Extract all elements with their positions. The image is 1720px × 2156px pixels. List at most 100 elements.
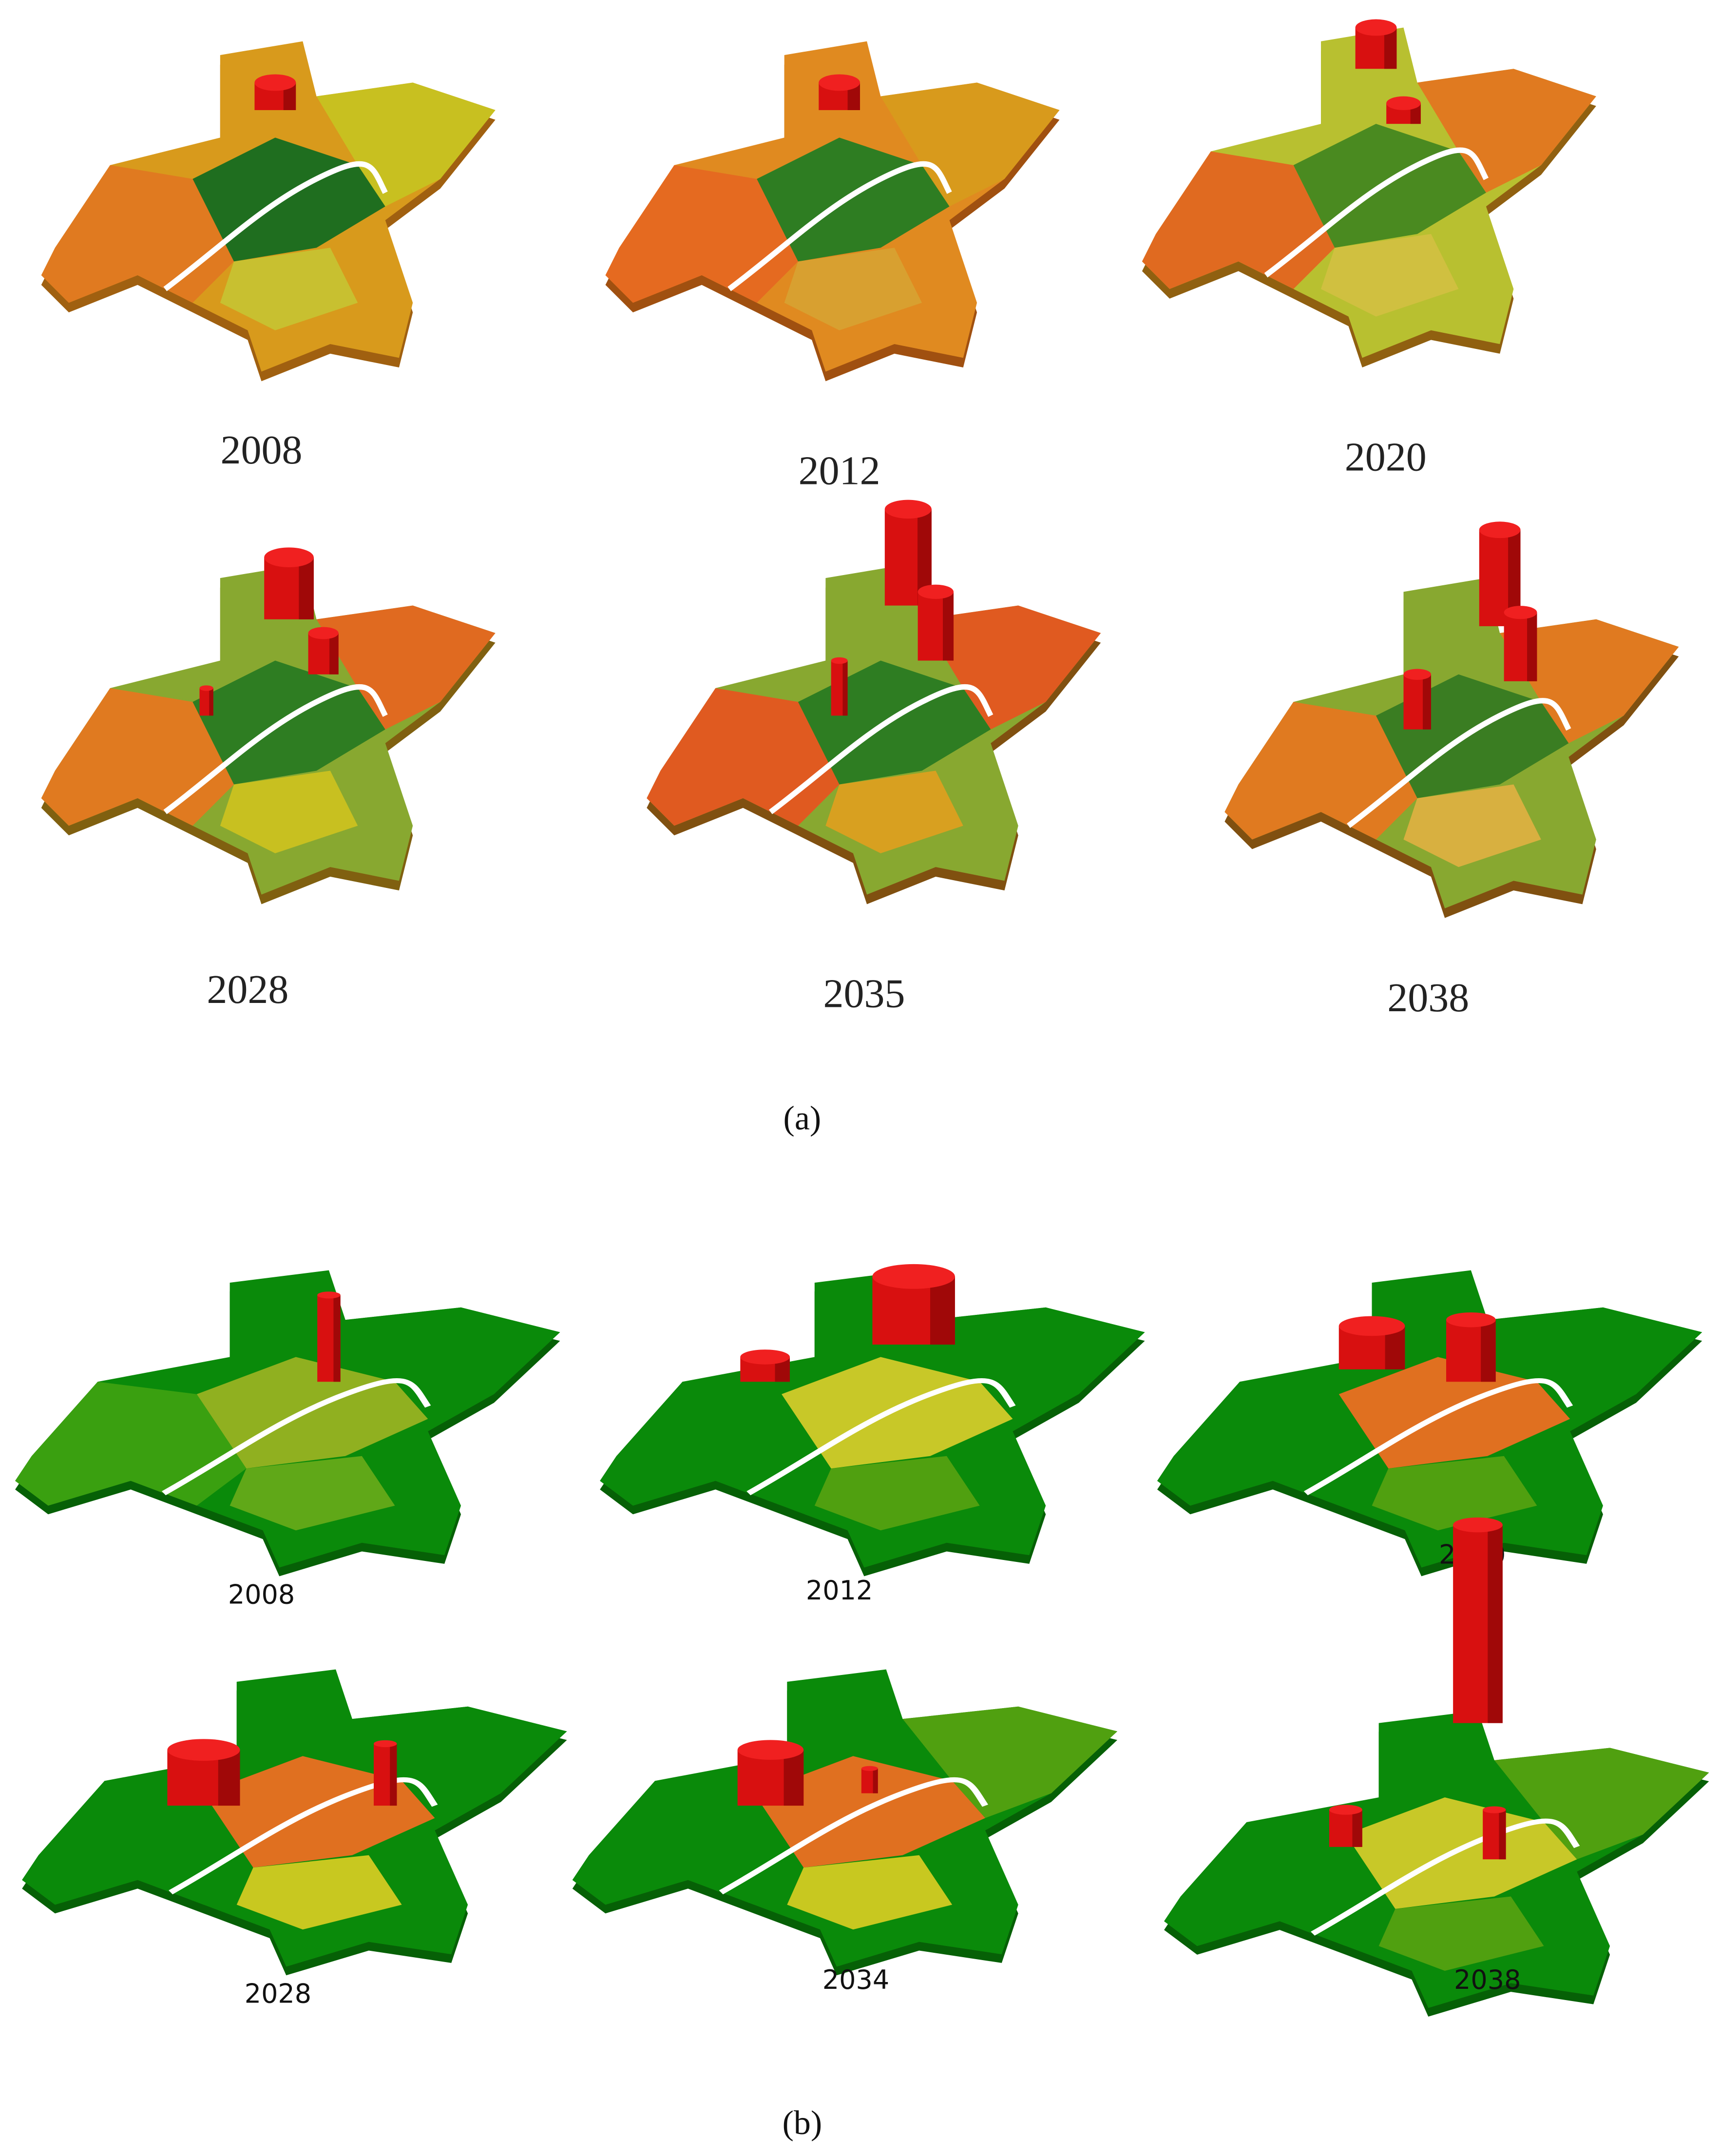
- extruded-bar-top: [199, 685, 213, 691]
- extruded-bar-top: [872, 1264, 955, 1289]
- extruded-bar-top: [1479, 521, 1521, 539]
- extruded-bar-top: [264, 547, 314, 568]
- extruded-bar-top: [167, 1739, 240, 1761]
- river: [161, 1378, 431, 1496]
- map-region: [1403, 784, 1541, 867]
- map: [41, 547, 496, 905]
- map-region: [220, 248, 358, 330]
- map-region: [572, 1781, 804, 1905]
- extruded-bar-side: [333, 1295, 341, 1382]
- map-region: [784, 248, 922, 330]
- map-region: [787, 1855, 953, 1930]
- year-label: 2038: [1454, 1964, 1521, 1995]
- map-region: [922, 605, 1101, 730]
- map-region: [1494, 1748, 1709, 1860]
- map-region: [1378, 1896, 1544, 1971]
- map-region: [1224, 702, 1417, 840]
- extruded-bar-top: [737, 1740, 804, 1760]
- year-label: 2012: [806, 1575, 873, 1606]
- extruded-bar-top: [1504, 606, 1537, 619]
- extruded-bar-top: [917, 584, 954, 599]
- map-region: [220, 770, 358, 853]
- extruded-bar-side: [209, 688, 213, 716]
- river: [163, 684, 388, 814]
- extruded-bar-side: [1423, 674, 1431, 730]
- river: [1303, 1378, 1573, 1496]
- extruded-bar-top: [373, 1740, 397, 1748]
- year-label: 2008: [228, 1579, 295, 1610]
- river: [727, 161, 952, 291]
- extruded-bar-top: [1338, 1316, 1405, 1336]
- extruded-bar-side: [1481, 1320, 1496, 1382]
- map-region: [1321, 234, 1459, 317]
- map: [647, 500, 1101, 905]
- extruded-bar-side: [1499, 1810, 1506, 1860]
- river: [769, 684, 994, 814]
- year-label: 2034: [822, 1964, 889, 1995]
- river: [163, 161, 388, 291]
- extruded-bar-side: [390, 1744, 397, 1806]
- map: [1142, 19, 1596, 368]
- extruded-bar-top: [740, 1349, 790, 1365]
- map-region: [41, 688, 234, 826]
- map: [1157, 1270, 1702, 1577]
- year-label: 2035: [823, 971, 905, 1017]
- map-region: [930, 1307, 1145, 1419]
- map-region: [880, 82, 1060, 207]
- map-region: [345, 1307, 560, 1419]
- extruded-bar-side: [1352, 1810, 1362, 1847]
- map-region: [236, 1855, 402, 1930]
- extruded-bar-side: [842, 660, 848, 716]
- year-label: 2020: [1345, 434, 1427, 480]
- extruded-bar-top: [819, 74, 860, 91]
- map: [600, 1264, 1145, 1577]
- map-region: [647, 688, 840, 826]
- year-label: 2012: [799, 448, 880, 494]
- panel-label: (b): [783, 2104, 822, 2142]
- extruded-bar-top: [1355, 19, 1397, 36]
- map-region: [1142, 151, 1335, 289]
- extruded-bar-top: [1483, 1806, 1506, 1813]
- map-region: [15, 1382, 247, 1506]
- extruded-bar-side: [1527, 612, 1537, 681]
- map-region: [229, 1456, 395, 1531]
- river: [1264, 147, 1489, 278]
- map: [1164, 1517, 1709, 2017]
- year-label: 2028: [207, 967, 288, 1012]
- map: [22, 1669, 567, 1976]
- extruded-bar-side: [329, 633, 339, 674]
- map-region: [814, 1456, 980, 1531]
- year-label: 2028: [245, 1978, 311, 2009]
- map-region: [1372, 1456, 1537, 1531]
- map-region: [316, 82, 496, 207]
- river: [1311, 1818, 1580, 1936]
- map: [572, 1669, 1118, 1976]
- panel-label: (a): [784, 1100, 822, 1137]
- map-region: [316, 605, 496, 730]
- year-label: 2038: [1387, 975, 1469, 1020]
- extruded-bar-top: [254, 74, 296, 91]
- map-region: [902, 1706, 1118, 1818]
- river: [746, 1378, 1016, 1496]
- extruded-bar-side: [873, 1768, 878, 1793]
- map: [15, 1270, 560, 1577]
- extruded-bar-top: [1329, 1805, 1362, 1815]
- extruded-bar-side: [1488, 1524, 1503, 1723]
- extruded-bar-top: [1403, 669, 1431, 680]
- extruded-bar-top: [1386, 96, 1421, 110]
- river: [1347, 698, 1571, 828]
- map-region: [1164, 1822, 1395, 1946]
- map-region: [1417, 69, 1596, 193]
- extruded-bar-side: [930, 1276, 955, 1345]
- extruded-bar-top: [831, 657, 848, 664]
- river: [169, 1777, 438, 1895]
- map-region: [41, 165, 234, 303]
- map-region: [1500, 619, 1679, 743]
- map-region: [1487, 1307, 1702, 1419]
- extruded-bar-side: [784, 1750, 804, 1806]
- extruded-bar-side: [943, 592, 954, 661]
- extruded-bar-top: [317, 1291, 341, 1299]
- map-region: [600, 1382, 831, 1506]
- river: [719, 1777, 989, 1895]
